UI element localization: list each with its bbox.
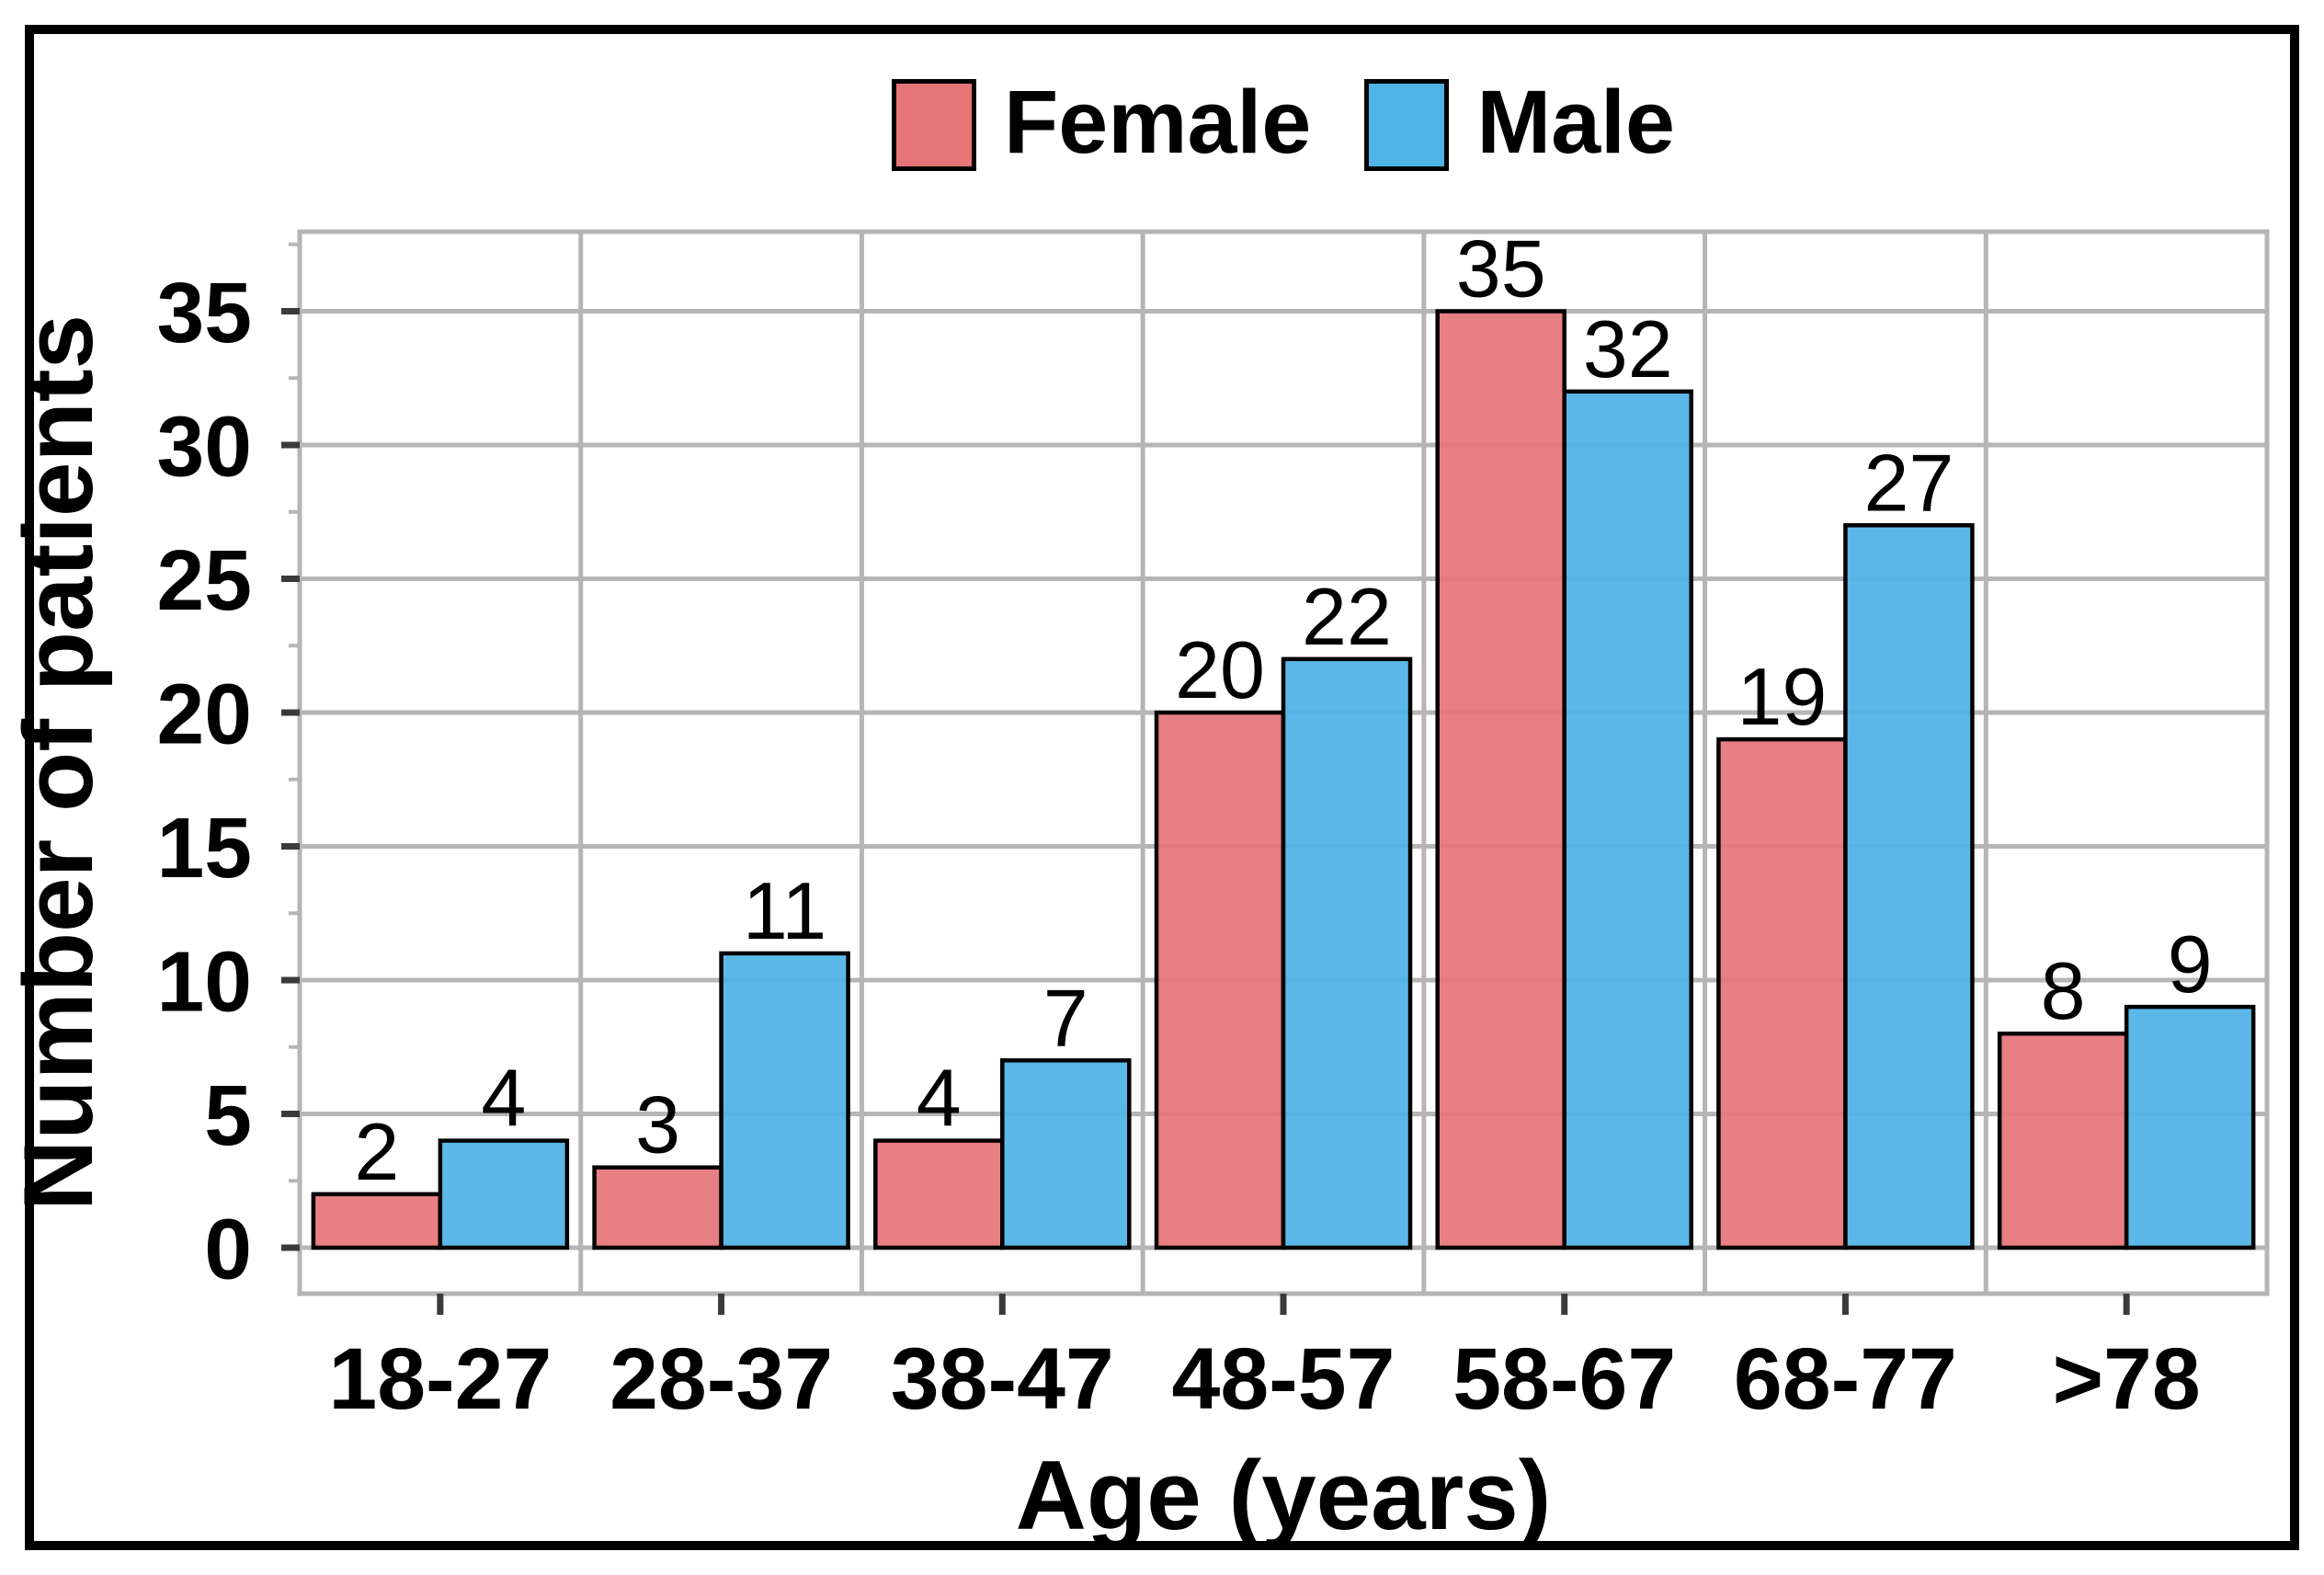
bar-male-48-57 bbox=[1281, 656, 1413, 1250]
bar-value-label: 3 bbox=[635, 1079, 680, 1170]
bar-female-18-27 bbox=[311, 1192, 443, 1250]
x-tick-label: 58-67 bbox=[1452, 1330, 1676, 1428]
y-axis-title: Number of patients bbox=[3, 314, 113, 1211]
bar-value-label: 9 bbox=[2168, 919, 2213, 1010]
y-tick-label: 35 bbox=[157, 265, 252, 360]
bar-value-label: 22 bbox=[1302, 571, 1392, 662]
y-tick-label: 15 bbox=[157, 800, 252, 896]
bar-value-label: 27 bbox=[1863, 437, 1954, 528]
bar-value-label: 20 bbox=[1175, 624, 1265, 715]
x-tick-label: 68-77 bbox=[1734, 1330, 1957, 1428]
bar-male->78 bbox=[2124, 1004, 2256, 1250]
bar-male-38-47 bbox=[1000, 1058, 1132, 1250]
legend-item-female: Female bbox=[892, 77, 1311, 172]
bar-female->78 bbox=[1997, 1031, 2129, 1250]
y-tick-label: 20 bbox=[157, 666, 252, 761]
y-tick-label: 10 bbox=[157, 933, 252, 1029]
bar-value-label: 7 bbox=[1043, 972, 1088, 1063]
legend-swatch-female bbox=[892, 78, 977, 171]
legend-item-male: Male bbox=[1364, 77, 1675, 172]
legend-label-female: Female bbox=[1004, 72, 1312, 172]
bar-male-28-37 bbox=[719, 951, 850, 1250]
x-axis-title: Age (years) bbox=[1016, 1440, 1552, 1550]
bar-female-38-47 bbox=[873, 1138, 1005, 1250]
bar-value-label: 4 bbox=[481, 1053, 526, 1144]
bar-value-label: 19 bbox=[1737, 651, 1827, 742]
bar-value-label: 8 bbox=[2041, 945, 2086, 1036]
bar-male-68-77 bbox=[1843, 523, 1975, 1250]
x-tick-label: 28-37 bbox=[609, 1330, 833, 1428]
bar-value-label: 35 bbox=[1456, 223, 1546, 314]
legend-label-male: Male bbox=[1476, 72, 1675, 172]
bar-value-label: 4 bbox=[917, 1053, 962, 1144]
bar-male-18-27 bbox=[438, 1138, 570, 1250]
bar-female-28-37 bbox=[592, 1165, 723, 1250]
x-tick-label: >78 bbox=[2053, 1330, 2201, 1428]
x-tick-label: 48-57 bbox=[1172, 1330, 1396, 1428]
bar-male-58-67 bbox=[1562, 389, 1693, 1250]
bar-value-label: 11 bbox=[743, 865, 826, 956]
x-tick-label: 18-27 bbox=[328, 1330, 552, 1428]
legend: Female Male bbox=[121, 77, 2324, 172]
x-tick-label: 38-47 bbox=[891, 1330, 1114, 1428]
bar-female-48-57 bbox=[1154, 710, 1286, 1250]
bar-value-label: 2 bbox=[354, 1106, 399, 1197]
bar-female-68-77 bbox=[1716, 736, 1848, 1250]
y-tick-label: 0 bbox=[204, 1201, 252, 1296]
bar-value-label: 32 bbox=[1583, 303, 1673, 394]
legend-swatch-male bbox=[1364, 78, 1450, 171]
y-tick-label: 30 bbox=[157, 398, 252, 494]
y-tick-label: 5 bbox=[204, 1067, 252, 1163]
y-tick-label: 25 bbox=[157, 532, 252, 628]
bar-female-58-67 bbox=[1435, 309, 1566, 1250]
